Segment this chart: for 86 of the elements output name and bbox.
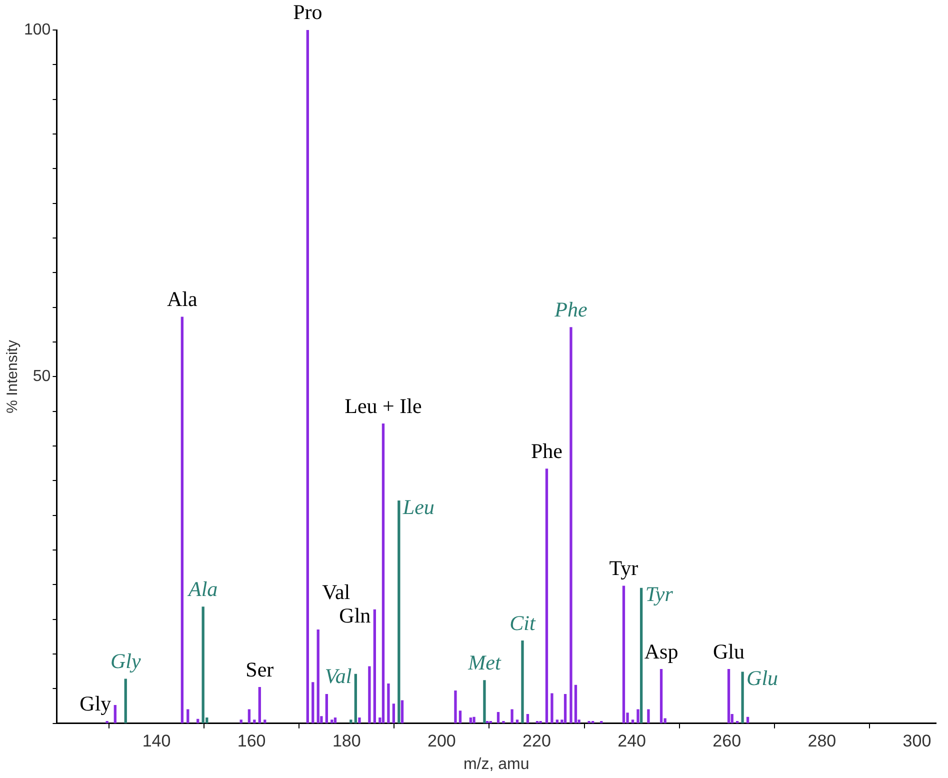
bar bbox=[496, 712, 500, 724]
annotation: Met bbox=[467, 650, 502, 674]
bar bbox=[556, 720, 559, 724]
bar bbox=[306, 30, 309, 724]
bar bbox=[454, 690, 457, 724]
bar bbox=[640, 588, 643, 724]
annotation: Leu + Ile bbox=[344, 394, 422, 418]
x-axis-title: m/z, amu bbox=[463, 756, 530, 773]
x-tick-label: 260 bbox=[712, 731, 742, 750]
bar bbox=[502, 720, 505, 724]
bar bbox=[472, 716, 476, 724]
bar bbox=[312, 682, 314, 724]
x-tick-label: 300 bbox=[902, 731, 932, 750]
bar bbox=[545, 468, 548, 724]
bar bbox=[373, 609, 376, 724]
bar bbox=[330, 720, 334, 724]
bar bbox=[400, 700, 404, 724]
bar bbox=[521, 640, 524, 724]
x-tick-label: 180 bbox=[332, 731, 361, 750]
bar bbox=[368, 666, 371, 724]
x-tick-label: 160 bbox=[237, 731, 266, 750]
annotation: Cit bbox=[510, 610, 536, 635]
annotation: Asp bbox=[644, 639, 678, 664]
annotation: Ala bbox=[186, 576, 218, 601]
bar bbox=[660, 668, 663, 724]
bar bbox=[258, 687, 261, 724]
bar bbox=[458, 710, 462, 724]
bar bbox=[382, 424, 385, 724]
bar bbox=[564, 694, 567, 724]
bar bbox=[516, 720, 519, 724]
annotation: Val bbox=[324, 664, 352, 688]
x-tick-label: 140 bbox=[142, 731, 171, 750]
bar bbox=[387, 684, 390, 724]
bar bbox=[334, 718, 337, 724]
y-tick-label: 50 bbox=[32, 368, 51, 386]
bar bbox=[526, 714, 530, 724]
bar bbox=[469, 718, 472, 724]
annotation: Glu bbox=[746, 666, 778, 690]
bar bbox=[180, 316, 184, 724]
bar bbox=[325, 694, 328, 724]
annotation: Leu bbox=[402, 494, 434, 519]
bar bbox=[264, 720, 266, 724]
bar bbox=[741, 672, 744, 724]
bar bbox=[398, 500, 400, 724]
bar bbox=[727, 668, 730, 724]
annotation: Gly bbox=[80, 691, 112, 716]
bar bbox=[240, 720, 242, 724]
bar bbox=[350, 720, 352, 724]
bar bbox=[550, 693, 554, 724]
annotation: Phe bbox=[530, 438, 562, 463]
bar bbox=[253, 720, 256, 724]
x-tick-label: 200 bbox=[428, 731, 456, 750]
y-tick-label: 100 bbox=[24, 21, 51, 38]
x-tick-label: 240 bbox=[618, 731, 646, 750]
annotation: Glu bbox=[713, 639, 746, 664]
bar bbox=[539, 720, 542, 724]
bar bbox=[354, 674, 357, 724]
annotation: Gly bbox=[110, 649, 142, 674]
y-axis-title: % Intensity bbox=[4, 340, 22, 414]
annotation: Ser bbox=[246, 657, 274, 682]
bar bbox=[636, 709, 640, 724]
bar bbox=[202, 606, 204, 724]
bar bbox=[588, 720, 590, 724]
annotation: Gln bbox=[339, 604, 372, 628]
bar bbox=[316, 629, 320, 724]
bar bbox=[622, 586, 626, 724]
bar bbox=[483, 680, 486, 724]
x-tick-label: 220 bbox=[522, 731, 551, 750]
annotation: Pro bbox=[293, 0, 322, 24]
bar bbox=[106, 720, 108, 724]
bar bbox=[186, 709, 190, 724]
bar bbox=[124, 678, 127, 724]
annotation: Tyr bbox=[609, 556, 638, 580]
bar bbox=[358, 718, 361, 724]
x-tick-label: 280 bbox=[808, 731, 836, 750]
bar bbox=[114, 705, 116, 724]
bar bbox=[392, 704, 396, 724]
annotation: Tyr bbox=[645, 582, 674, 606]
bar bbox=[574, 684, 578, 724]
bar bbox=[647, 709, 650, 724]
annotation: Ala bbox=[167, 287, 198, 312]
annotation: Phe bbox=[554, 297, 588, 322]
bar bbox=[631, 720, 634, 724]
bar bbox=[248, 709, 251, 724]
annotation: Val bbox=[322, 580, 350, 604]
bar bbox=[510, 709, 514, 724]
